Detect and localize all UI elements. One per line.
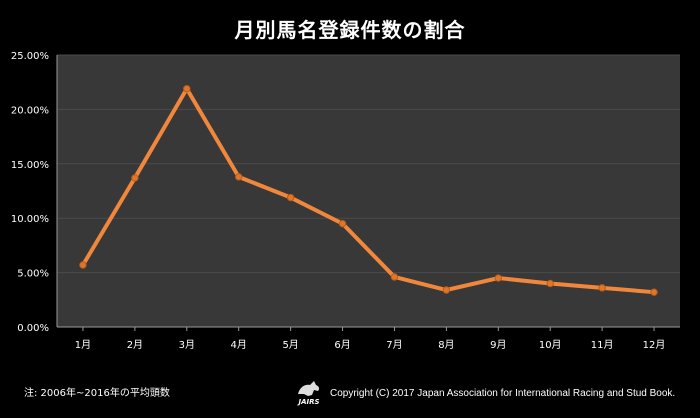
x-tick-label: 3月 <box>179 339 195 351</box>
jairs-logo: JAIRS <box>296 381 320 406</box>
data-point <box>442 286 451 294</box>
series <box>79 85 658 296</box>
data-point <box>494 274 502 282</box>
data-point <box>598 284 606 292</box>
x-tick-label: 7月 <box>386 339 402 351</box>
data-point <box>183 85 191 93</box>
x-tick-label: 8月 <box>438 339 454 351</box>
x-tick-label: 12月 <box>643 339 666 351</box>
data-point <box>79 261 87 269</box>
data-point <box>131 174 139 182</box>
x-tick-label: 6月 <box>334 339 350 351</box>
axes: 0.00% 5.00% 10.00% 15.00% 20.00% 25.00% 1月 2月 3月… <box>11 51 680 351</box>
y-tick-label: 0.00% <box>17 323 49 334</box>
x-tick-label: 9月 <box>490 339 506 351</box>
data-point <box>546 279 554 288</box>
series-line <box>80 86 657 295</box>
x-tick-label: 4月 <box>231 339 247 351</box>
data-point <box>390 273 399 281</box>
gridlines <box>57 54 680 274</box>
x-tick-label: 1月 <box>75 339 91 351</box>
plot-area <box>57 55 680 327</box>
y-tick-label: 10.00% <box>11 214 49 225</box>
data-point <box>650 288 658 296</box>
y-tick-label: 15.00% <box>11 160 49 171</box>
y-tick-label: 25.00% <box>11 51 49 62</box>
data-point <box>338 219 347 228</box>
x-tick-label: 11月 <box>591 339 614 351</box>
y-tick-label: 20.00% <box>11 105 49 116</box>
data-point <box>235 173 243 181</box>
data-point <box>286 193 295 202</box>
footnote: 注: 2006年~2016年の平均頭数 <box>24 388 170 399</box>
logo-text: JAIRS <box>296 398 319 406</box>
x-tick-label: 2月 <box>127 339 143 351</box>
x-tick-label: 10月 <box>539 339 562 351</box>
x-tick-label: 5月 <box>282 339 298 351</box>
chart-title: 月別馬名登録件数の割合 <box>234 18 466 42</box>
y-tick-label: 5.00% <box>17 269 49 280</box>
copyright-notice: Copyright (C) 2017 Japan Association for… <box>330 388 676 399</box>
